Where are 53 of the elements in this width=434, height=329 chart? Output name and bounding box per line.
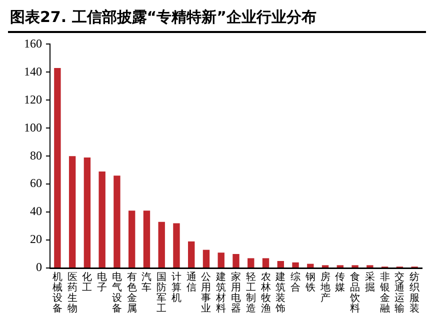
bar <box>232 254 240 268</box>
bar <box>84 158 91 268</box>
x-tick-label: 食品饮料 <box>349 270 360 314</box>
x-tick-label: 农林牧渔 <box>260 272 271 314</box>
x-tick-label: 建筑装饰 <box>274 270 286 314</box>
x-tick-label: 交通运输 <box>394 270 405 314</box>
chart-title: 图表27. 工信部披露“专精特新”企业行业分布 <box>8 8 426 33</box>
bar <box>292 262 299 268</box>
bar <box>248 258 254 268</box>
x-tick-label: 汽车 <box>142 270 152 294</box>
bar <box>128 210 136 268</box>
x-tick-label: 采掘 <box>364 270 375 294</box>
bar <box>143 210 150 268</box>
x-tick-label: 房地产 <box>319 270 330 304</box>
y-tick-label: 20 <box>30 232 42 246</box>
x-tick-label: 电子 <box>97 270 108 294</box>
bar <box>158 222 165 268</box>
y-tick-label: 40 <box>30 204 42 218</box>
y-tick-label: 140 <box>24 64 42 78</box>
bar <box>188 241 195 268</box>
bar <box>202 250 210 268</box>
x-tick-label: 公用事业 <box>201 270 212 314</box>
bar <box>277 261 284 268</box>
bar <box>54 68 61 268</box>
y-tick-label: 120 <box>24 92 42 106</box>
bar <box>218 252 224 268</box>
x-tick-label: 计算机 <box>171 270 182 304</box>
x-tick-label: 机械设备 <box>52 270 62 314</box>
x-tick-label: 建筑材料 <box>215 270 226 314</box>
x-tick-label: 化工 <box>82 270 92 294</box>
x-tick-label: 非银金融 <box>378 270 390 314</box>
x-tick-label: 家用电器 <box>231 270 241 314</box>
x-tick-label: 有色金属 <box>126 270 137 314</box>
x-tick-label: 电气设备 <box>112 270 122 314</box>
x-tick-label: 综合 <box>290 270 301 294</box>
bar <box>98 171 106 268</box>
y-tick-label: 0 <box>36 260 42 274</box>
bar <box>173 223 180 268</box>
y-tick-label: 100 <box>24 120 42 134</box>
y-tick-label: 80 <box>30 148 42 162</box>
x-tick-label: 轻工制造 <box>246 270 256 314</box>
bar <box>114 176 120 268</box>
x-tick-label: 医药生物 <box>67 272 78 314</box>
bar <box>68 156 76 268</box>
x-tick-label: 传媒 <box>335 272 346 294</box>
x-tick-label: 纺织服装 <box>410 270 420 314</box>
bar <box>307 264 314 268</box>
y-tick-label: 160 <box>24 36 42 50</box>
x-tick-label: 通信 <box>186 270 196 294</box>
x-tick-label: 国防军工 <box>156 272 167 314</box>
x-tick-label: 钢铁 <box>304 272 316 294</box>
bar <box>262 258 270 268</box>
y-tick-label: 60 <box>30 176 42 190</box>
